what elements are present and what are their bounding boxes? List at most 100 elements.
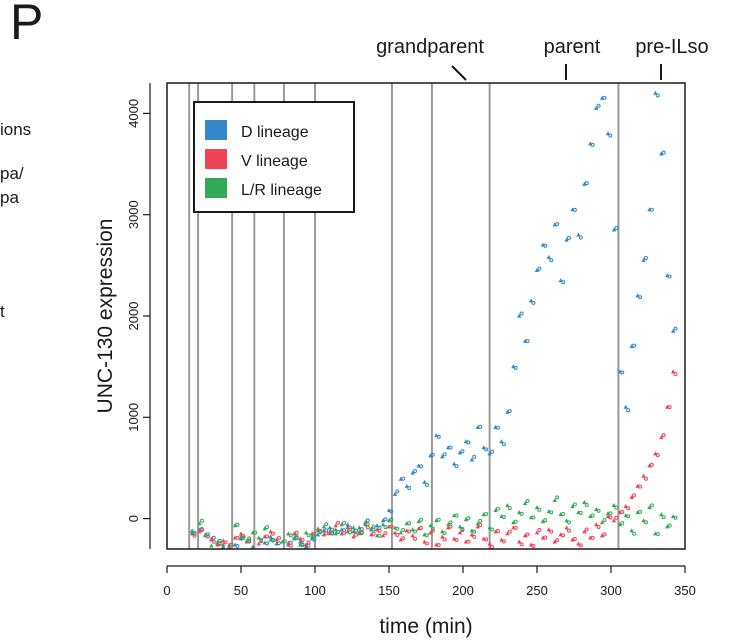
v-point-58-a [534, 530, 540, 535]
v-point-74-a [629, 494, 634, 499]
v-point-81-a [670, 369, 676, 374]
lr-point-8-b [241, 536, 246, 541]
d-point-53-a [505, 409, 510, 414]
d-point-81-b [673, 326, 678, 331]
d-point-24-a [333, 531, 338, 536]
lr-point-29-a [363, 520, 368, 525]
lr-point-74-b [632, 531, 637, 536]
v-point-47-b [472, 534, 477, 539]
lr-point-43-a [446, 522, 451, 527]
v-point-43-a [446, 525, 451, 530]
d-point-39-b [424, 482, 429, 487]
lr-point-20-b [312, 533, 317, 538]
v-point-36-b [407, 529, 412, 534]
lr-point-18-b [300, 543, 305, 548]
lr-point-79-a [659, 512, 664, 517]
d-point-61-b [555, 222, 560, 227]
x-tick-label-250: 250 [526, 583, 548, 598]
v-point-24-a [333, 523, 338, 528]
lr-point-45-b [460, 527, 465, 532]
d-point-81-a [670, 328, 676, 333]
d-point-57-b [531, 300, 536, 305]
legend-swatch-v-lineage [205, 149, 227, 169]
v-point-32-b [383, 531, 388, 536]
lr-point-62-b [561, 511, 566, 516]
lr-point-34-b [395, 526, 400, 531]
lr-point-29-b [365, 522, 370, 527]
x-tick-label-0: 0 [163, 583, 170, 598]
v-point-17-b [294, 530, 299, 535]
lr-point-13-b [270, 538, 275, 543]
d-point-35-b [401, 476, 406, 481]
d-point-19-a [303, 544, 309, 549]
lr-point-53-a [505, 503, 510, 508]
lr-point-77-a [647, 505, 652, 510]
lr-point-36-b [407, 521, 412, 526]
d-point-75-b [638, 295, 643, 300]
lr-point-63-b [566, 520, 571, 525]
lr-point-51-a [493, 508, 498, 513]
lr-point-6-a [226, 542, 232, 547]
d-point-46-b [466, 440, 471, 445]
d-point-10-a [250, 544, 256, 549]
lr-point-35-b [401, 528, 406, 533]
v-point-63-a [564, 525, 569, 530]
d-point-40-b [430, 452, 435, 457]
d-point-39-a [422, 479, 427, 484]
d-point-13-a [268, 534, 273, 539]
lr-point-74-a [629, 528, 634, 533]
v-point-1-a [197, 529, 202, 534]
lr-point-16-b [288, 533, 293, 538]
v-point-77-a [647, 463, 652, 468]
v-point-81-b [673, 371, 678, 376]
d-point-56-b [525, 339, 530, 344]
d-point-45-b [460, 449, 465, 454]
d-point-66-b [584, 181, 589, 186]
d-point-12-b [265, 541, 270, 546]
lr-point-30-b [371, 524, 376, 529]
d-point-73-b [626, 408, 631, 413]
d-point-71-a [611, 227, 617, 232]
d-point-29-b [365, 518, 370, 523]
v-point-24-b [336, 520, 341, 525]
panel-label: P [10, 0, 44, 50]
lr-point-25-a [339, 522, 344, 527]
y-axis: 0 1000 2000 3000 4000 [126, 83, 151, 549]
d-point-38-b [418, 464, 423, 469]
x-axis: 0 50 100 150 200 250 300 350 [163, 565, 696, 598]
cropped-text-line-4: t [0, 302, 5, 321]
lr-point-60-b [549, 510, 554, 515]
lr-point-79-b [661, 515, 666, 520]
d-point-31-a [374, 523, 380, 528]
d-point-60-b [549, 258, 554, 263]
lr-point-22-b [324, 522, 329, 527]
v-point-27-b [353, 532, 358, 537]
lr-point-2-b [205, 532, 210, 537]
plot-frame [166, 82, 686, 550]
lr-point-9-a [244, 538, 250, 543]
v-point-44-b [454, 537, 459, 542]
lr-point-80-a [665, 524, 670, 529]
v-point-60-b [549, 529, 554, 534]
y-tick-label-4000: 4000 [126, 99, 141, 128]
v-point-71-b [614, 515, 619, 520]
lr-point-47-b [472, 529, 477, 534]
d-point-75-a [635, 293, 640, 298]
v-point-52-a [499, 537, 504, 542]
v-point-55-b [519, 542, 524, 547]
v-point-75-b [638, 484, 643, 489]
d-point-33-b [389, 509, 394, 514]
lr-point-10-b [253, 530, 258, 535]
lr-point-43-b [448, 520, 453, 525]
annotation-grandparent-tick [451, 65, 467, 81]
cropped-text-line-3: pa [0, 188, 19, 207]
d-point-76-b [643, 256, 648, 261]
v-point-12-b [265, 534, 270, 539]
v-point-68-a [594, 522, 599, 527]
lr-point-46-b [466, 516, 471, 521]
annotation-pre-ilso: pre-ILso [635, 36, 708, 58]
v-point-16-a [286, 540, 291, 545]
d-point-34-a [392, 491, 398, 496]
lr-point-12-b [265, 525, 270, 530]
lr-point-38-b [418, 517, 423, 522]
